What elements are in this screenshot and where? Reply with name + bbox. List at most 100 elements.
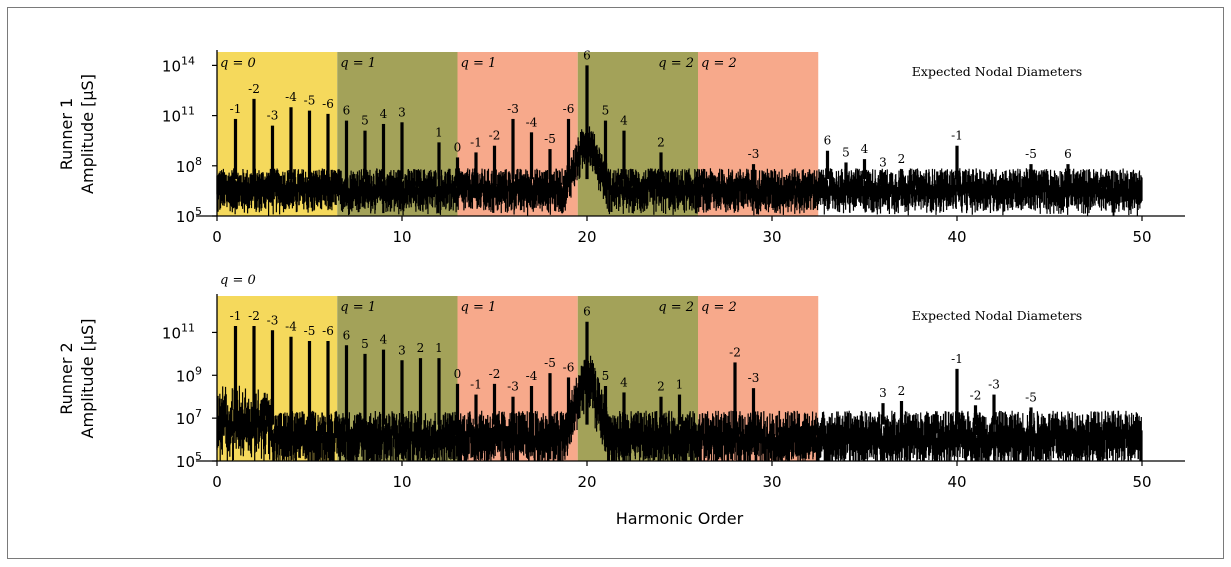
peak-label-18: 6: [583, 48, 591, 62]
peak-label-14: -3: [507, 102, 519, 116]
peak-label-26: 3: [879, 386, 887, 400]
x-tick-label-0: 0: [212, 228, 222, 246]
peak-label-19: 5: [602, 104, 610, 118]
x-tick-label-2: 20: [577, 228, 596, 246]
y-tick-label-1: 107: [176, 407, 202, 428]
peak-label-12: 0: [454, 367, 462, 381]
peak-label-25: 4: [861, 142, 869, 156]
peak-label-10: 1: [435, 125, 443, 139]
peak-label-18: -6: [563, 360, 575, 374]
peak-label-2: -3: [267, 109, 279, 123]
peak-label-4: -5: [304, 324, 316, 338]
peak-label-10: 2: [417, 341, 425, 355]
peak-label-30: 6: [1064, 147, 1072, 161]
peak-label-17: -5: [544, 356, 556, 370]
peak-label-7: 5: [361, 337, 369, 351]
y-tick-label-1: 108: [176, 155, 202, 176]
peak-label-31: -5: [1025, 390, 1037, 404]
band-label-1: q = 1: [340, 56, 376, 71]
peak-label-16: -4: [526, 369, 538, 383]
x-tick-label-0: 0: [212, 473, 222, 491]
band-label-4: q = 2: [701, 300, 737, 315]
band-label-0: q = 0: [220, 273, 256, 288]
y-axis-label-0: Runner 2: [57, 342, 76, 415]
y-tick-label-3: 1011: [162, 321, 195, 342]
peak-label-24: -2: [729, 345, 741, 359]
peak-label-1: -2: [248, 309, 260, 323]
peak-label-29: -2: [970, 388, 982, 402]
peak-label-8: 4: [380, 333, 388, 347]
peak-label-20: 4: [620, 114, 628, 128]
peak-label-7: 5: [361, 114, 369, 128]
peak-label-15: -3: [507, 380, 519, 394]
peak-label-8: 4: [380, 107, 388, 121]
peak-label-17: -6: [563, 102, 575, 116]
x-tick-label-2: 20: [577, 473, 596, 491]
peak-label-16: -5: [544, 132, 556, 146]
peak-label-22: -3: [748, 147, 760, 161]
peak-label-28: -1: [951, 352, 963, 366]
x-tick-label-1: 10: [392, 473, 411, 491]
y-tick-label-0: 105: [176, 205, 202, 226]
x-tick-label-1: 10: [392, 228, 411, 246]
y-axis-label-1: Amplitude [μS]: [78, 74, 97, 194]
x-tick-label-3: 30: [762, 228, 781, 246]
peak-label-20: 5: [602, 369, 610, 383]
band-label-2: q = 1: [461, 300, 497, 315]
peak-label-3: -4: [285, 320, 297, 334]
peak-label-0: -1: [230, 102, 242, 116]
peak-label-30: -3: [988, 378, 1000, 392]
peak-label-15: -4: [526, 115, 538, 129]
band-label-1: q = 1: [340, 300, 376, 315]
band-label-0: q = 0: [220, 56, 256, 71]
peak-label-27: 2: [898, 152, 906, 166]
peak-label-2: -3: [267, 313, 279, 327]
band-label-3: q = 2: [658, 300, 694, 315]
peak-label-27: 2: [898, 384, 906, 398]
y-axis-label-1: Amplitude [μS]: [78, 319, 97, 439]
peak-label-28: -1: [951, 129, 963, 143]
peak-label-24: 5: [842, 145, 850, 159]
band-label-2: q = 1: [461, 56, 497, 71]
x-tick-label-5: 50: [1132, 473, 1151, 491]
peak-label-13: -1: [470, 378, 482, 392]
peak-label-0: -1: [230, 309, 242, 323]
peak-label-6: 6: [343, 104, 351, 118]
x-axis-label: Harmonic Order: [616, 509, 744, 528]
x-tick-label-4: 40: [947, 228, 966, 246]
y-tick-label-3: 1014: [162, 54, 195, 75]
peak-label-11: 1: [435, 341, 443, 355]
peak-label-13: -2: [489, 129, 501, 143]
x-tick-label-4: 40: [947, 473, 966, 491]
peak-label-5: -6: [322, 324, 334, 338]
peak-label-22: 2: [657, 380, 665, 394]
y-axis-label-0: Runner 1: [57, 98, 76, 171]
legend-title: Expected Nodal Diameters: [912, 64, 1082, 79]
band-label-3: q = 2: [658, 56, 694, 71]
peak-label-9: 3: [398, 105, 406, 119]
peak-label-5: -6: [322, 97, 334, 111]
peak-label-11: 0: [454, 140, 462, 154]
peak-label-1: -2: [248, 82, 260, 96]
legend-title: Expected Nodal Diameters: [912, 308, 1082, 323]
x-tick-label-3: 30: [762, 473, 781, 491]
band-label-4: q = 2: [701, 56, 737, 71]
peak-label-14: -2: [489, 367, 501, 381]
peak-label-9: 3: [398, 343, 406, 357]
peak-label-4: -5: [304, 94, 316, 108]
peak-label-29: -5: [1025, 147, 1037, 161]
peak-label-26: 3: [879, 155, 887, 169]
peak-label-12: -1: [470, 135, 482, 149]
peak-label-6: 6: [343, 328, 351, 342]
peak-label-3: -4: [285, 90, 297, 104]
y-tick-label-2: 109: [176, 364, 202, 385]
peak-label-23: 6: [824, 134, 832, 148]
x-tick-label-5: 50: [1132, 228, 1151, 246]
peak-label-21: 4: [620, 375, 628, 389]
y-tick-label-0: 105: [176, 450, 202, 471]
peak-label-21: 2: [657, 135, 665, 149]
peak-label-23: 1: [676, 378, 684, 392]
